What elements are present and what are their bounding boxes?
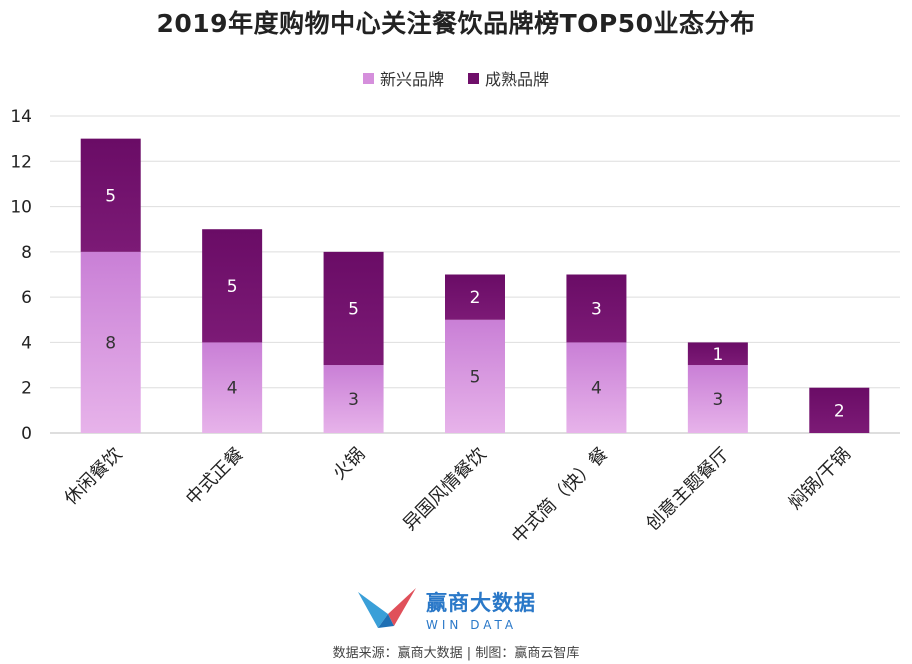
stacked-bar-chart: 0246810121485休闲餐饮45中式正餐35火锅52异国风情餐饮43中式简… [10,107,900,548]
win-data-logo-icon [358,588,416,628]
logo-text-cn: 赢商大数据 [426,590,536,615]
data-label: 3 [712,390,723,410]
data-label: 5 [227,277,238,297]
logo-text-en: WIN DATA [426,617,518,632]
data-label: 5 [470,367,481,387]
y-tick-label: 8 [21,243,32,263]
x-category-label: 中式正餐 [182,444,248,510]
x-category-label: 中式简（快）餐 [508,444,612,548]
data-label: 5 [105,186,116,206]
data-label: 4 [227,379,238,399]
y-tick-label: 2 [21,379,32,399]
bar-segment-mature [323,251,384,366]
bar-segment-mature [80,138,141,252]
bar-segment-emerging [687,365,748,433]
bar-segment-mature [566,274,627,343]
data-label: 2 [470,288,481,308]
x-category-label: 休闲餐饮 [60,444,126,510]
legend-label-mature: 成熟品牌 [485,70,550,89]
data-label: 2 [834,401,845,421]
bar-segment-mature [445,274,505,320]
x-category-label: 焖锅/干锅 [785,444,855,514]
data-label: 5 [348,299,359,319]
legend-item-emerging: 新兴品牌 [362,66,444,90]
bar-segment-emerging [445,319,505,433]
data-label: 8 [105,333,116,353]
bar-segment-emerging [80,251,141,433]
data-label: 1 [712,345,723,365]
data-label: 3 [348,390,359,410]
y-tick-label: 14 [10,107,32,127]
source-note: 数据来源：赢商大数据 | 制图：赢商云智库 [332,646,580,661]
y-tick-label: 10 [10,198,32,218]
x-category-label: 火锅 [329,444,369,484]
win-data-logo: 赢商大数据 WIN DATA [356,586,536,632]
bar-segment-mature [687,342,748,366]
y-tick-label: 0 [21,424,32,444]
bar-segment-emerging [202,342,263,433]
x-category-label: 创意主题餐厅 [642,444,733,535]
legend-swatch-emerging [362,72,374,84]
chart-legend: 新兴品牌 成熟品牌 [0,66,912,90]
data-label: 3 [591,299,602,319]
data-label: 4 [591,379,602,399]
y-tick-label: 12 [10,152,32,172]
legend-swatch-mature [468,72,479,84]
bar-segment-mature [202,229,263,343]
bar-segment-mature [809,387,870,433]
y-tick-label: 6 [21,288,32,308]
chart-title: 2019年度购物中心关注餐饮品牌榜TOP50业态分布 [156,9,756,38]
bar-segment-emerging [323,365,384,433]
legend-label-emerging: 新兴品牌 [379,70,444,89]
legend-item-mature: 成熟品牌 [468,66,549,90]
bar-segment-emerging [566,342,627,433]
y-tick-label: 4 [21,333,32,353]
x-category-label: 异国风情餐饮 [399,444,490,535]
